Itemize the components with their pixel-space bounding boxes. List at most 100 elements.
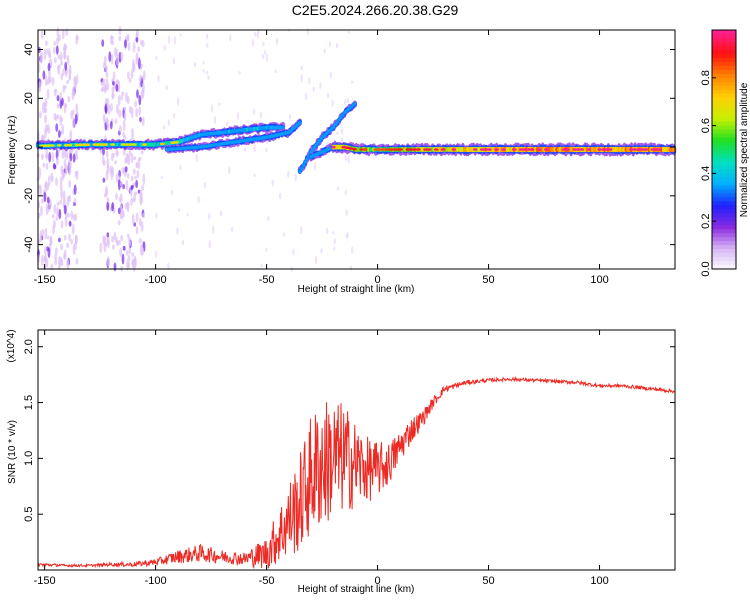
noise-speck: [55, 45, 59, 55]
noise-speck: [115, 49, 119, 60]
ridge-peak: [56, 144, 62, 147]
noise-speck: [68, 180, 72, 188]
colorbar-band: [712, 77, 736, 83]
noise-speck: [253, 143, 256, 153]
colorbar-band: [712, 57, 736, 63]
noise-speck: [141, 184, 145, 192]
noise-speck: [251, 38, 255, 48]
noise-speck: [141, 116, 145, 127]
noise-speck: [54, 57, 57, 64]
ridge-peak: [124, 143, 130, 146]
noise-speck: [44, 180, 48, 193]
colorbar-band: [712, 245, 736, 250]
noise-speck: [288, 113, 292, 120]
ridge-peak: [543, 148, 549, 151]
noise-speck: [347, 155, 350, 164]
ridge-peak: [536, 148, 542, 151]
colorbar-band: [712, 221, 736, 226]
noise-speck: [137, 157, 141, 170]
noise-speck: [105, 71, 109, 78]
y-tick-label: 40: [23, 43, 35, 55]
colorbar-band: [712, 137, 736, 143]
noise-speck: [44, 114, 47, 124]
noise-speck: [73, 197, 77, 204]
ridge-peak: [131, 143, 137, 146]
ridge-peak: [345, 146, 350, 149]
colorbar-band: [712, 81, 736, 87]
spectrogram-y-label: Frequency (Hz): [7, 116, 18, 185]
ridge-peak: [120, 143, 126, 146]
ridge-peak: [526, 148, 531, 151]
noise-speck: [282, 232, 286, 237]
colorbar-ticks: 0.0 0.2 0.4 0.6 0.8: [700, 70, 716, 277]
noise-speck: [267, 216, 270, 222]
colorbar-tick-label: 0.8: [700, 70, 712, 85]
noise-speck: [202, 69, 205, 74]
noise-speck: [41, 153, 44, 161]
noise-speck: [131, 128, 134, 135]
noise-speck: [326, 93, 330, 99]
colorbar-band: [712, 261, 736, 266]
noise-speck: [133, 192, 137, 203]
noise-speck: [117, 179, 121, 191]
noise-speck: [124, 202, 128, 210]
noise-speck: [238, 70, 241, 75]
noise-speck: [59, 114, 63, 127]
noise-speck: [39, 110, 42, 119]
noise-speck: [73, 184, 77, 196]
noise-speck: [262, 42, 265, 47]
noise-speck: [126, 233, 130, 238]
ridge-core: [298, 169, 302, 174]
noise-speck: [112, 71, 116, 82]
colorbar-band: [712, 113, 736, 119]
y-tick-label: 20: [23, 92, 35, 104]
ridge-peak: [96, 143, 101, 146]
noise-speck: [49, 235, 53, 246]
ridge-peak: [501, 148, 507, 151]
noise-speck: [66, 258, 70, 271]
chart-title: C2E5.2024.266.20.38.G29: [292, 2, 459, 18]
colorbar-band: [712, 193, 736, 198]
noise-speck: [43, 247, 47, 256]
noise-speck: [263, 50, 267, 55]
colorbar-band: [712, 97, 736, 103]
noise-speck: [51, 77, 55, 86]
noise-speck: [340, 137, 344, 143]
noise-speck: [40, 205, 43, 217]
noise-speck: [206, 42, 209, 48]
noise-speck: [340, 127, 344, 135]
noise-speck: [70, 110, 73, 120]
noise-speck: [160, 175, 163, 179]
noise-speck: [53, 164, 57, 170]
noise-speck: [304, 92, 308, 101]
noise-speck: [118, 109, 122, 118]
ridge-peak: [142, 143, 147, 146]
noise-speck: [63, 252, 66, 260]
colorbar-band: [712, 257, 736, 262]
noise-speck: [213, 115, 217, 125]
noise-speck: [349, 265, 353, 271]
colorbar-gradient: [712, 30, 736, 270]
noise-speck: [105, 185, 108, 196]
y-tick-label: 0: [23, 144, 35, 150]
noise-speck: [135, 162, 139, 168]
noise-speck: [130, 197, 133, 206]
x-tick-label: -150: [34, 274, 56, 286]
noise-speck: [135, 37, 139, 43]
noise-speck: [116, 58, 119, 66]
ridge-core: [303, 160, 308, 164]
spectrogram-ridges: [35, 100, 677, 175]
noise-speck: [74, 241, 77, 251]
x-tick-label: -100: [145, 274, 167, 286]
colorbar-band: [712, 65, 736, 71]
noise-speck: [138, 57, 141, 70]
colorbar-label: Normalized spectral amplitude: [739, 82, 750, 217]
noise-speck: [333, 246, 336, 251]
noise-speck: [41, 228, 45, 236]
noise-speck: [210, 104, 213, 113]
noise-speck: [115, 192, 118, 201]
ridge-peak: [494, 148, 499, 151]
ridge-peak: [103, 143, 108, 146]
ridge-core: [337, 118, 341, 122]
